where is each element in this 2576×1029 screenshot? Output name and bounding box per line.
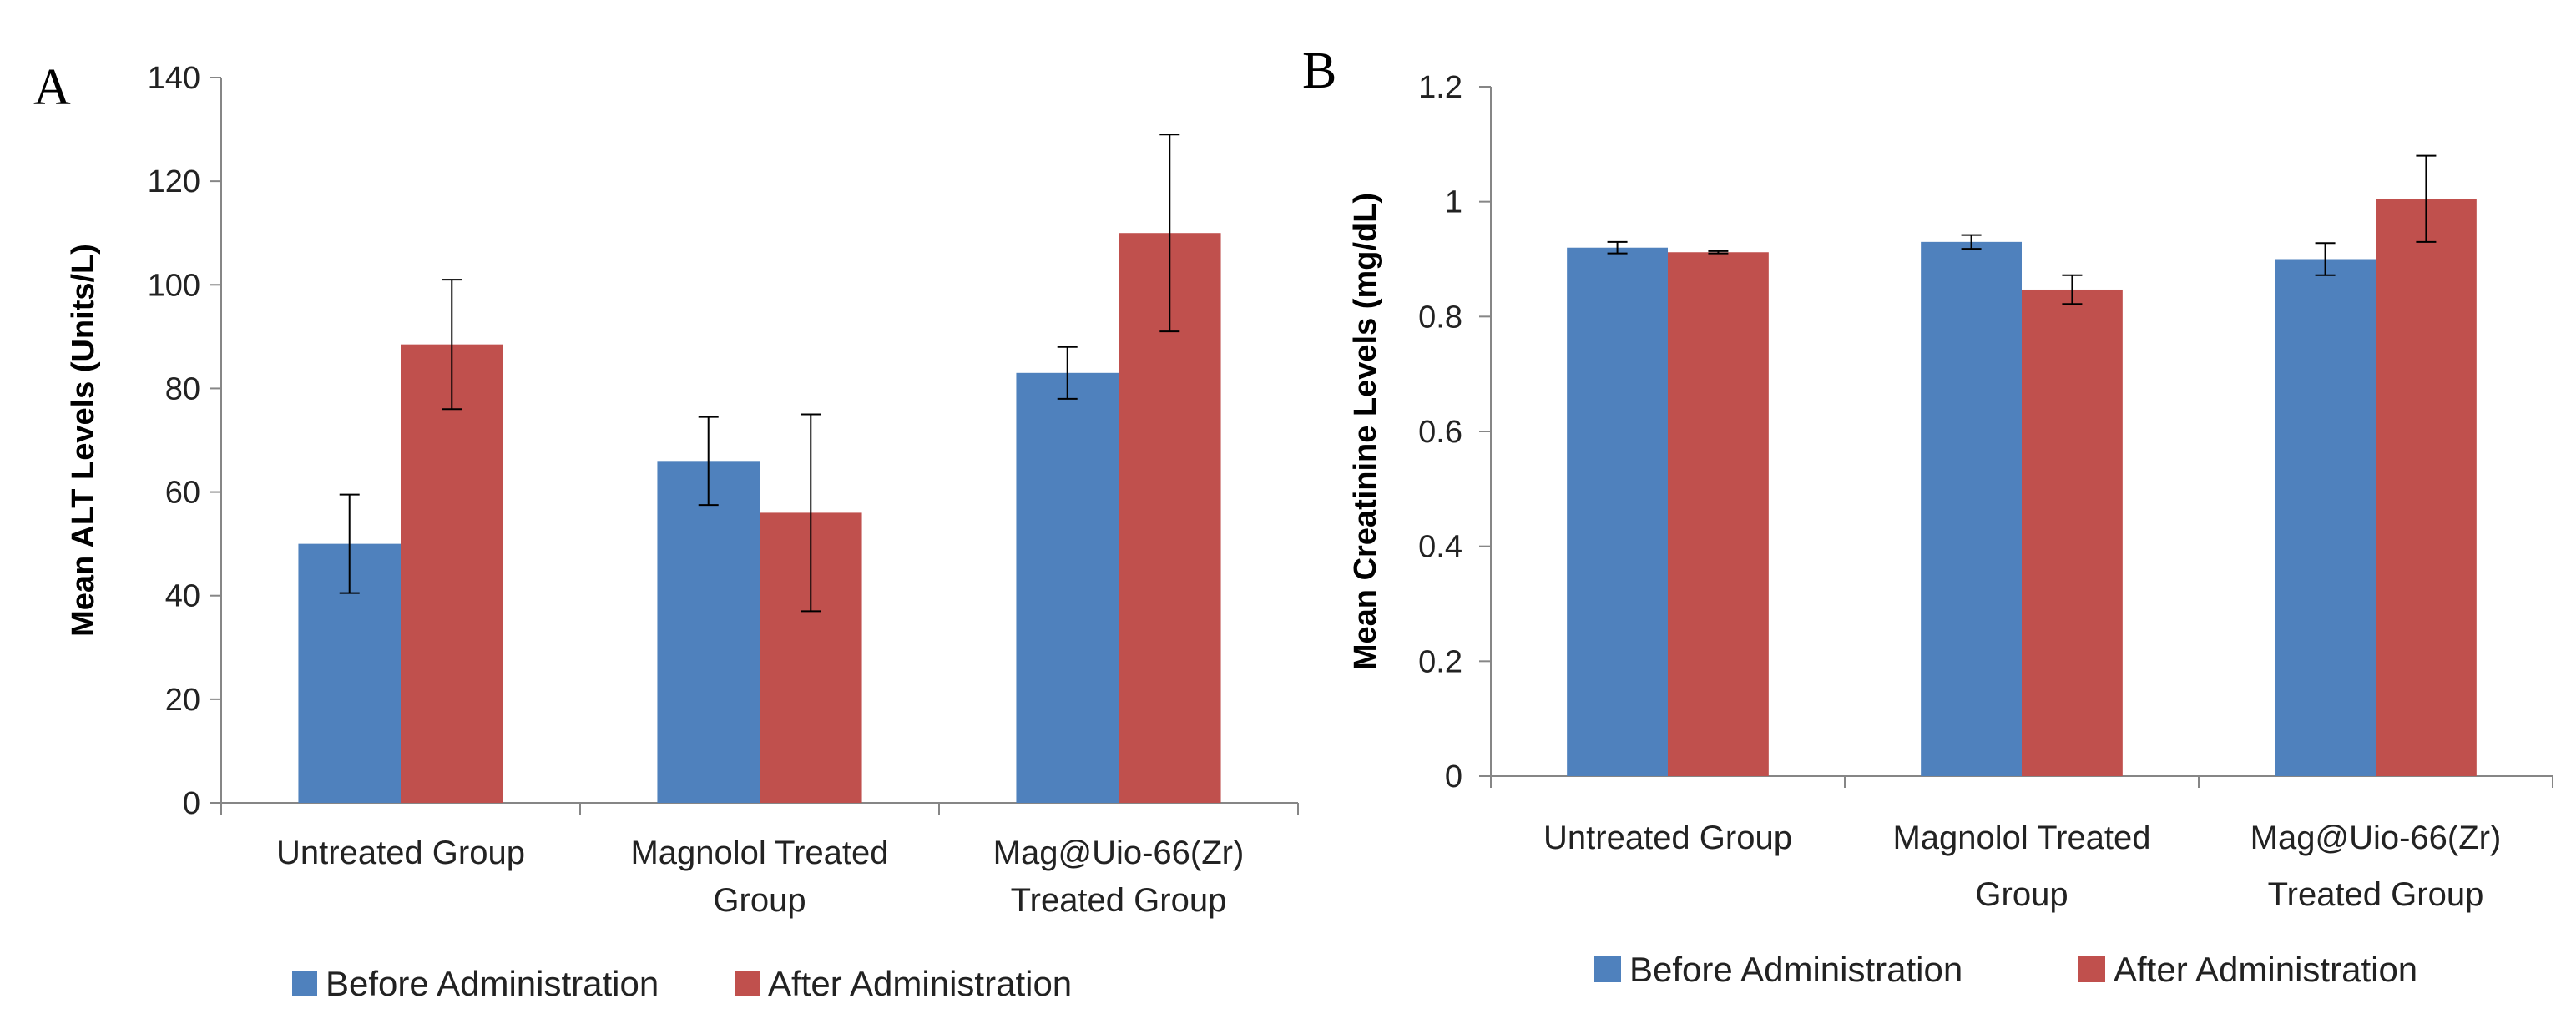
y-tick-label: 0.8 [1418, 300, 1462, 335]
legend-swatch [2078, 956, 2105, 982]
y-tick-label: 0.6 [1418, 415, 1462, 450]
y-tick-label: 40 [165, 579, 200, 614]
legend-swatch [292, 971, 317, 996]
bar [401, 344, 503, 803]
panel-label: B [1302, 43, 1336, 99]
y-axis-title: Mean ALT Levels (Units/L) [66, 244, 101, 637]
y-tick-label: 20 [165, 683, 200, 718]
legend-label: After Administration [2114, 950, 2417, 989]
bar [2022, 289, 2123, 776]
y-tick-label: 0 [1445, 759, 1462, 794]
legend-label: Before Administration [1629, 950, 1962, 989]
y-axis-title: Mean Creatinine Levels (mg/dL) [1348, 193, 1383, 670]
y-tick-label: 0 [183, 786, 200, 821]
category-label: Magnolol Treated Group [630, 835, 888, 919]
category-label: Magnolol Treated Group [1892, 820, 2150, 913]
y-tick-label: 140 [148, 61, 200, 96]
y-tick-label: 1 [1445, 185, 1462, 220]
y-tick-label: 120 [148, 164, 200, 199]
legend-label: Before Administration [326, 964, 659, 1003]
y-tick-label: 60 [165, 476, 200, 511]
y-tick-label: 0.2 [1418, 644, 1462, 679]
legend-swatch [1594, 956, 1621, 982]
bar [1567, 247, 1668, 776]
category-label: Untreated Group [1543, 820, 1792, 856]
y-tick-label: 80 [165, 371, 200, 406]
category-label: Mag@Uio-66(Zr) Treated Group [2250, 820, 2502, 913]
chart-a: A 0 20 40 60 80 100 120 140 Mean ALT Levels (Unit… [33, 59, 1299, 1003]
bar [1016, 372, 1119, 803]
category-label: Untreated Group [276, 835, 525, 871]
bar [657, 461, 760, 803]
bar [1668, 252, 1769, 776]
y-tick-label: 1.2 [1418, 70, 1462, 105]
chart-b: B 0 0.2 0.4 0.6 0.8 1 1.2 Mean Creatinine Levels… [1302, 43, 2553, 989]
y-tick-label: 0.4 [1418, 530, 1462, 565]
legend-label: After Administration [768, 964, 1072, 1003]
panel-label: A [33, 59, 71, 116]
y-tick-label: 100 [148, 268, 200, 303]
bar [2275, 259, 2376, 776]
legend-swatch [735, 971, 760, 996]
category-label: Mag@Uio-66(Zr) Treated Group [993, 835, 1245, 919]
bar [1921, 241, 2022, 777]
bar [2376, 199, 2477, 777]
